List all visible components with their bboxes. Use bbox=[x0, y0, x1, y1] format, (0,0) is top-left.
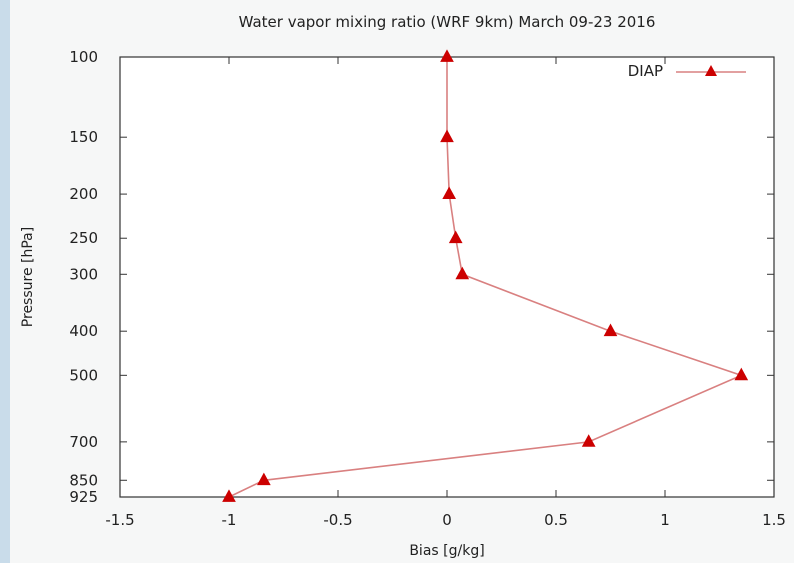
y-axis-label: Pressure [hPa] bbox=[20, 227, 36, 327]
series-layer bbox=[222, 49, 749, 502]
data-point bbox=[448, 230, 463, 244]
x-axis-label: Bias [g/kg] bbox=[409, 543, 484, 559]
chart-title: Water vapor mixing ratio (WRF 9km) March… bbox=[239, 13, 656, 31]
y-tick-label: 150 bbox=[69, 128, 98, 146]
y-tick-label: 100 bbox=[69, 48, 98, 66]
data-point bbox=[440, 129, 454, 143]
y-tick-label: 250 bbox=[69, 229, 98, 247]
x-tick-label: 1.5 bbox=[762, 511, 786, 529]
data-point bbox=[734, 367, 749, 381]
series-line bbox=[228, 57, 744, 498]
data-point bbox=[442, 186, 457, 199]
data-point bbox=[603, 323, 618, 337]
legend-marker bbox=[705, 65, 717, 76]
y-tick-label: 300 bbox=[69, 265, 98, 283]
data-point bbox=[257, 472, 271, 486]
y-tick-label: 700 bbox=[69, 433, 98, 451]
y-tick-label: 200 bbox=[69, 185, 98, 203]
data-point bbox=[581, 434, 596, 447]
x-tick-label: -1.5 bbox=[105, 511, 134, 529]
y-tick-label: 400 bbox=[69, 322, 98, 340]
y-tick-label: 925 bbox=[69, 488, 98, 506]
x-tick-label: -1 bbox=[222, 511, 237, 529]
y-tick-label: 500 bbox=[69, 366, 98, 384]
x-tick-label: 0.5 bbox=[544, 511, 568, 529]
x-tick-label: 1 bbox=[660, 511, 670, 529]
legend-label: DIAP bbox=[628, 62, 663, 80]
data-point bbox=[455, 266, 470, 280]
legend: DIAP bbox=[628, 62, 746, 80]
x-tick-label: 0 bbox=[442, 511, 452, 529]
data-point bbox=[440, 49, 454, 62]
data-point bbox=[222, 489, 236, 502]
x-tick-label: -0.5 bbox=[323, 511, 352, 529]
y-tick-label: 850 bbox=[69, 471, 98, 489]
